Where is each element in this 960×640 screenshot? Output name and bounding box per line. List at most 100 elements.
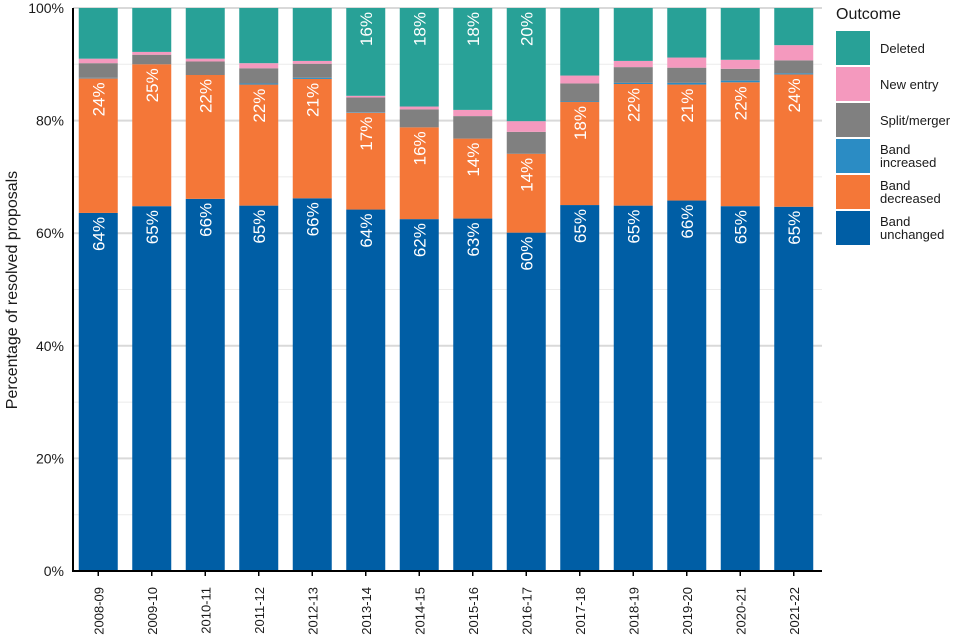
- data-label: 17%: [357, 117, 376, 151]
- x-tick-label: 2018-19: [626, 587, 641, 635]
- legend-item: Band decreased: [836, 174, 960, 210]
- x-tick-label: 2021-22: [787, 587, 802, 635]
- bar-segment-new-entry: [453, 109, 493, 117]
- bar-segment-new-entry: [506, 121, 546, 132]
- bar-segment-new-entry: [78, 58, 118, 64]
- x-tick-label: 2010-11: [198, 587, 213, 634]
- legend-swatch: [836, 139, 870, 173]
- bar-segment-band-decreased: [346, 112, 386, 210]
- bar-segment-new-entry: [560, 75, 600, 84]
- x-tick-label: 2008-09: [91, 587, 106, 635]
- bar-segment-band-unchanged: [185, 198, 225, 571]
- legend-label: Band increased: [880, 142, 937, 170]
- legend-item: Band increased: [836, 138, 960, 174]
- bar-segment-band-decreased: [132, 64, 172, 207]
- bar-segment-band-unchanged: [720, 206, 760, 571]
- gridlines: [73, 7, 822, 572]
- legend-item: Deleted: [836, 30, 960, 66]
- x-tick-label: 2019-20: [680, 587, 695, 635]
- bar-segment-deleted: [613, 8, 653, 61]
- bar-segment-deleted: [453, 8, 493, 110]
- data-label: 65%: [250, 210, 269, 244]
- x-tick-label: 2012-13: [305, 587, 320, 635]
- x-tick-label: 2013-14: [359, 587, 374, 635]
- bar-segment-split-merger: [399, 109, 439, 128]
- bar-segment-band-decreased: [185, 74, 225, 199]
- bar-segment-band-unchanged: [667, 200, 707, 571]
- bar-segment-deleted: [399, 8, 439, 107]
- bar-segment-band-unchanged: [774, 206, 814, 571]
- legend-swatch: [836, 175, 870, 209]
- bar-segment-new-entry: [346, 95, 386, 98]
- legend-label: Band decreased: [880, 178, 941, 206]
- data-label: 25%: [143, 68, 162, 102]
- bar-2008-09: [78, 8, 118, 571]
- bar-segment-band-decreased: [560, 102, 600, 206]
- bar-segment-band-decreased: [720, 82, 760, 207]
- bar-2017-18: [560, 8, 600, 572]
- bar-segment-split-merger: [613, 67, 653, 83]
- data-label: 63%: [464, 223, 483, 257]
- data-label: 65%: [785, 211, 804, 245]
- bar-segment-deleted: [506, 8, 546, 122]
- x-tick-label: 2009-10: [145, 587, 160, 635]
- data-label: 24%: [89, 82, 108, 116]
- legend-label: Band unchanged: [880, 214, 945, 242]
- bar-segment-band-unchanged: [506, 232, 546, 571]
- bar-segment-band-unchanged: [239, 205, 279, 571]
- bar-segment-band-decreased: [292, 78, 332, 199]
- bar-segment-band-increased: [774, 73, 814, 75]
- legend-title: Outcome: [836, 6, 901, 23]
- data-labels: 64% 24% 65% 25% 66% 22% 65% 22% 66% 21% 64% 17% 16% 6…: [89, 12, 804, 271]
- bar-2013-14: [346, 8, 386, 571]
- bar-segment-band-decreased: [506, 153, 546, 233]
- bar-segment-band-unchanged: [292, 198, 332, 571]
- bar-segment-band-increased: [613, 82, 653, 85]
- bar-segment-new-entry: [774, 45, 814, 61]
- x-tick-label: 2014-15: [412, 587, 427, 635]
- legend: Outcome Deleted New entry Split/merger Band…: [836, 6, 960, 246]
- bar-segment-band-decreased: [774, 74, 814, 207]
- bar-segment-split-merger: [667, 67, 707, 83]
- bar-2009-10: [132, 8, 172, 571]
- bar-segment-new-entry: [613, 60, 653, 68]
- bar-segment-band-decreased: [239, 84, 279, 206]
- bar-segment-deleted: [667, 8, 707, 58]
- bar-segment-deleted: [132, 8, 172, 52]
- bar-segment-split-merger: [185, 61, 225, 75]
- data-label: 65%: [571, 209, 590, 243]
- data-label: 18%: [571, 106, 590, 140]
- bar-2011-12: [239, 8, 279, 571]
- data-label: 22%: [731, 86, 750, 120]
- bar-2021-22: [774, 8, 814, 571]
- y-tick-label: 40%: [36, 338, 64, 354]
- legend-swatch: [836, 211, 870, 245]
- data-label: 62%: [410, 223, 429, 257]
- data-label: 60%: [517, 237, 536, 271]
- bar-segment-band-decreased: [78, 78, 118, 213]
- bar-segment-deleted: [292, 8, 332, 61]
- bar-segment-deleted: [560, 8, 600, 76]
- bar-segment-split-merger: [346, 97, 386, 113]
- data-label: 64%: [89, 217, 108, 251]
- bar-segment-split-merger: [720, 68, 760, 81]
- data-label: 65%: [624, 210, 643, 244]
- data-label: 24%: [785, 78, 804, 112]
- bar-segment-new-entry: [399, 106, 439, 110]
- bar-segment-deleted: [346, 8, 386, 96]
- axes: 0% 20% 40% 60% 80% 100% 2008-09 2009-10 2010-11 2…: [28, 0, 822, 635]
- x-tick-label: 2015-16: [466, 587, 481, 635]
- legend-label: Split/merger: [880, 112, 951, 128]
- data-label: 22%: [196, 79, 215, 113]
- data-label: 18%: [464, 12, 483, 46]
- bar-segment-split-merger: [560, 83, 600, 102]
- bar-segment-band-unchanged: [78, 212, 118, 571]
- bar-segment-band-increased: [720, 80, 760, 83]
- bar-2012-13: [292, 8, 332, 571]
- bar-2010-11: [185, 8, 225, 571]
- x-tick-label: 2011-12: [252, 587, 267, 634]
- bar-2015-16: [453, 8, 493, 571]
- data-label: 14%: [517, 158, 536, 192]
- data-label: 65%: [143, 210, 162, 244]
- legend-swatch: [836, 103, 870, 137]
